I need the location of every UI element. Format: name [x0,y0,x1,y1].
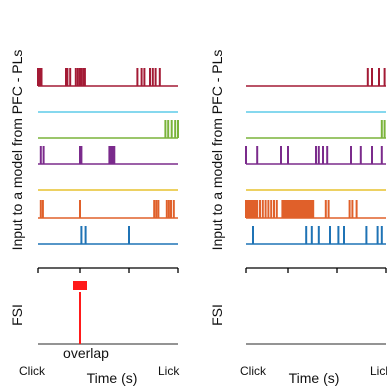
left-panel: Input to a model from PFC - PLs FSI Clic… [9,50,180,386]
right-xtick-lick: Lick [370,364,387,378]
left-xlabel: Time (s) [87,370,138,386]
left-ylabel-bottom: FSI [9,304,25,326]
left-xtick-lick: Lick [158,364,180,378]
right-ylabel-bottom: FSI [209,304,225,326]
left-xtick-click: Click [19,364,46,378]
left-ylabel-top: Input to a model from PFC - PLs [9,50,25,251]
overlap-bar [73,281,87,290]
right-xtick-click: Click [240,364,267,378]
right-panel: Input to a model from PFC - PLs FSI Clic… [209,50,387,386]
overlap-label: overlap [63,345,109,361]
raster-marks [37,68,387,345]
right-xlabel: Time (s) [289,370,340,386]
right-ylabel-top: Input to a model from PFC - PLs [209,50,225,251]
